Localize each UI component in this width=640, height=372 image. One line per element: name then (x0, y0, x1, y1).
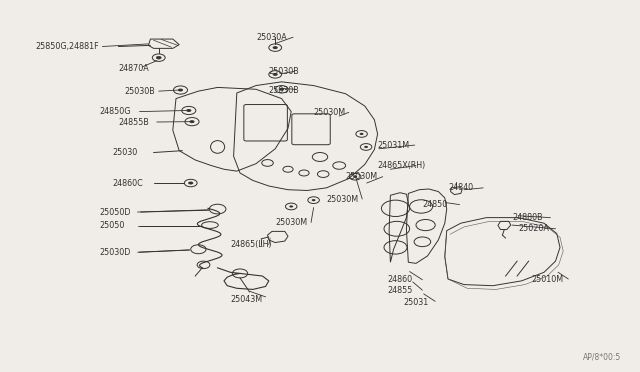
Circle shape (273, 46, 278, 49)
Text: 25030: 25030 (112, 148, 137, 157)
Circle shape (156, 56, 161, 59)
Text: 24860C: 24860C (112, 179, 143, 187)
Text: 25030M: 25030M (275, 218, 307, 227)
Text: 25030M: 25030M (346, 172, 378, 181)
Text: AP/8*00:5: AP/8*00:5 (582, 353, 621, 362)
Text: 24840: 24840 (448, 183, 473, 192)
Text: 25030B: 25030B (125, 87, 156, 96)
Text: 25043M: 25043M (230, 295, 262, 304)
Circle shape (364, 146, 368, 148)
Text: 24865X(RH): 24865X(RH) (378, 161, 426, 170)
Circle shape (360, 133, 364, 135)
Text: 25031M: 25031M (378, 141, 410, 150)
Text: 25030B: 25030B (269, 67, 300, 76)
Text: 25020A: 25020A (518, 224, 549, 233)
Text: 25030B: 25030B (269, 86, 300, 94)
Text: 24855: 24855 (387, 286, 413, 295)
Circle shape (353, 176, 357, 178)
Text: 25010M: 25010M (531, 275, 563, 283)
Circle shape (279, 88, 284, 91)
Circle shape (312, 199, 316, 201)
Text: 24850G: 24850G (99, 107, 131, 116)
Text: 24855B: 24855B (118, 118, 149, 126)
Circle shape (188, 182, 193, 185)
Text: 25050: 25050 (99, 221, 125, 230)
Text: 25030A: 25030A (256, 33, 287, 42)
Text: 24865(LH): 24865(LH) (230, 240, 272, 249)
Circle shape (186, 109, 191, 112)
Text: 25030M: 25030M (314, 108, 346, 117)
Text: 25030M: 25030M (326, 195, 358, 203)
Circle shape (189, 120, 195, 123)
Circle shape (178, 89, 183, 92)
Text: 25030D: 25030D (99, 248, 131, 257)
Circle shape (273, 73, 278, 76)
Circle shape (289, 205, 293, 208)
Text: 24850: 24850 (422, 200, 447, 209)
Text: 24860: 24860 (387, 275, 412, 284)
Text: 25031: 25031 (403, 298, 428, 307)
Text: 25050D: 25050D (99, 208, 131, 217)
Text: 24870A: 24870A (118, 64, 149, 73)
Text: 25850G,24881F: 25850G,24881F (35, 42, 99, 51)
Text: 24880B: 24880B (512, 213, 543, 222)
